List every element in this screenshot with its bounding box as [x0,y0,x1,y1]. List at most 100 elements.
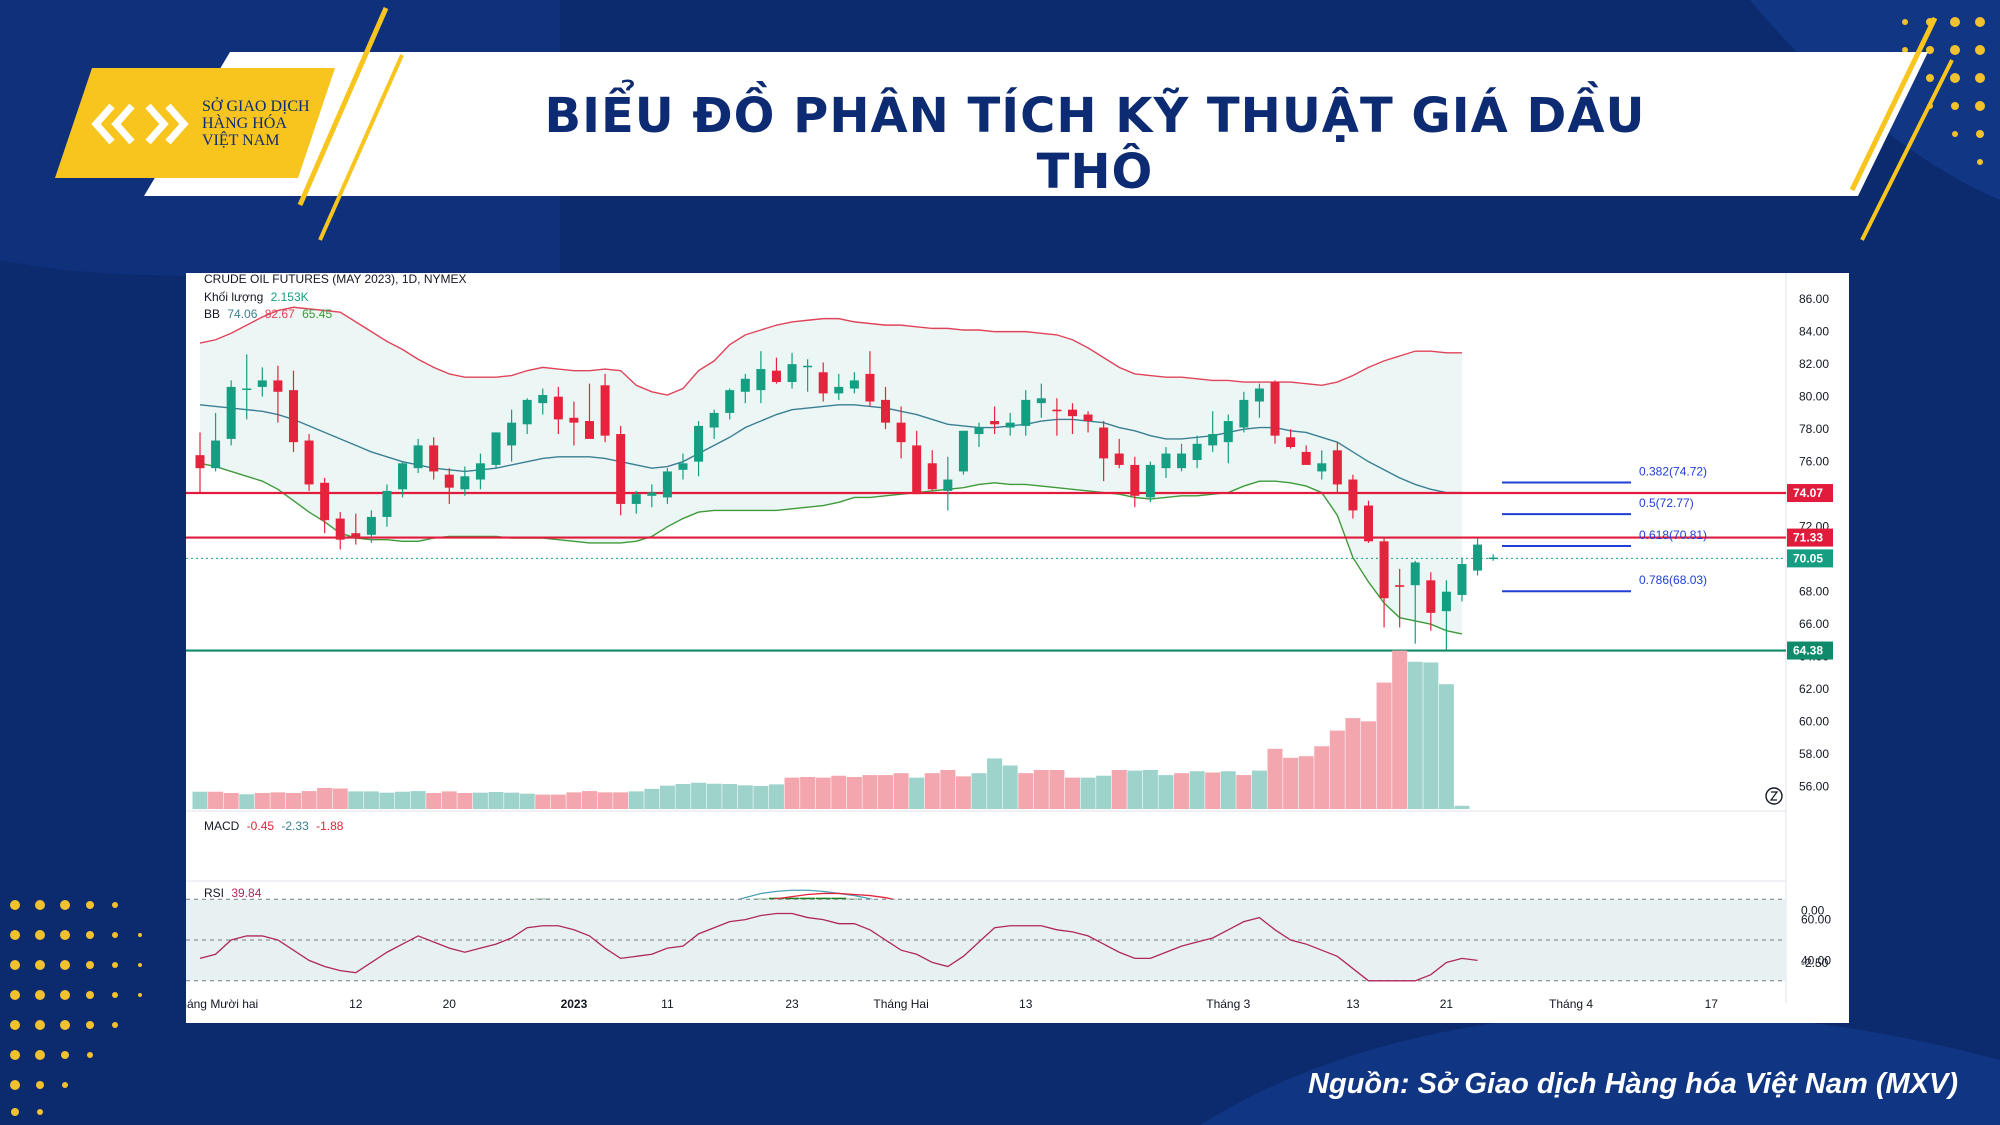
volume-bar [675,784,691,809]
rsi-legend-value: 39.84 [231,886,262,900]
rsi-tick-label: 40.00 [1801,953,1831,967]
candle-body [1161,453,1171,469]
candle-body [413,445,423,469]
clock-icon [1765,787,1783,805]
candle-body [226,386,236,439]
header-banner [55,6,1954,241]
candle-body [569,417,579,423]
fib-level-label: 0.786(68.03) [1639,573,1707,587]
candle-body [1473,544,1483,571]
candle-body [491,432,501,465]
volume-bar [223,793,239,809]
candle-body [1036,398,1046,404]
last-price-tag-label: 70.05 [1793,551,1823,565]
accent-stripe [1849,16,1938,192]
rsi-legend: RSI 39.84 [204,886,261,900]
volume-bar [768,784,784,809]
volume-bar [753,785,769,809]
volume-bar [582,791,597,809]
candle-body [1410,562,1420,586]
volume-bar [1049,769,1065,809]
clock-icon-glyph [1769,791,1779,801]
time-tick-label: 20 [443,997,457,1011]
candle-body [460,476,470,490]
volume-bar [987,758,1003,809]
time-tick-label: Tháng Mười hai [186,997,258,1011]
time-tick-label: 13 [1019,997,1033,1011]
candle-body [429,445,439,472]
logo-line: VIỆT NAM [202,132,280,149]
volume-bar [1002,765,1018,809]
fib-level-label: 0.5(72.77) [1639,496,1694,510]
price-tick-label: 60.00 [1799,715,1829,729]
volume-bar [706,783,722,809]
macd-legend: MACD -0.45 -2.33 -1.88 [204,819,343,833]
candle-body [1441,591,1451,612]
logo-badge [55,68,335,178]
last-price-tag [1787,549,1833,568]
volume-bar [1189,771,1205,809]
price-tick-label: 62.00 [1799,682,1829,696]
candle-body [366,516,376,535]
candle-body [1426,580,1436,613]
volume-bar [535,794,551,809]
volume-bar [472,792,488,809]
chart-symbol-label: CRUDE OIL FUTURES (MAY 2023), 1D, NYMEX [204,272,467,286]
candle-body [958,430,968,472]
candle-body [616,434,626,504]
logo-line: SỞ GIAO DỊCH [202,98,310,115]
volume-bar [254,793,270,809]
volume-bar [488,792,504,809]
volume-bar [659,785,675,809]
rsi-line [199,912,1478,982]
volume-bar [971,773,987,809]
volume-bar [1064,777,1080,809]
macd-line-value: -2.33 [281,819,309,833]
page-title: BIỂU ĐỒ PHÂN TÍCH KỸ THUẬT GIÁ DẦU THÔ [544,88,1646,200]
candle-body [1239,399,1249,428]
volume-bar [1111,769,1127,809]
volume-bar [1267,748,1283,809]
volume-bar [815,777,831,809]
volume-bar [862,775,878,809]
candle-body [787,364,797,383]
resistance-level-mid-tag-label: 71.33 [1793,531,1823,545]
price-tick-label: 86.00 [1799,292,1829,306]
clock-icon-ring [1765,787,1783,805]
candle-body [1395,585,1405,587]
time-tick-label: 11 [661,997,674,1011]
volume-bar [441,791,457,809]
rsi-legend-label: RSI [204,886,225,900]
volume-bar [379,792,395,809]
chart-panel: 86.0084.0082.0080.0078.0076.0074.0072.00… [186,272,1849,1023]
volume-bar [1142,769,1158,809]
dot-pattern-left [10,900,142,1116]
volume-bar [1033,769,1049,809]
volume-bar [737,785,753,809]
volume-bar [426,793,442,809]
volume-bar [457,793,473,809]
candle-body [756,369,766,391]
volume-bar [644,788,660,809]
time-tick-label: 17 [1705,997,1719,1011]
volume-bar [519,793,535,809]
candle-body [1192,443,1202,461]
candle-body [1130,464,1140,496]
candle-body [740,378,750,392]
candle-body [694,425,704,462]
candle-body [1067,409,1077,417]
candle-body [398,463,408,490]
candle-body [990,421,1000,425]
candle-body [818,372,828,394]
bollinger-lower-line [199,462,1463,635]
price-tick-label: 80.00 [1799,390,1829,404]
volume-bar [1205,772,1221,809]
volume-bar [317,787,333,809]
time-tick-label: 13 [1346,997,1360,1011]
volume-bar [550,794,566,809]
candle-body [974,427,984,435]
logo-icon [91,103,189,145]
volume-bar [1298,756,1314,809]
volume-bar [1283,757,1299,809]
resistance-level-mid-tag [1787,528,1833,547]
